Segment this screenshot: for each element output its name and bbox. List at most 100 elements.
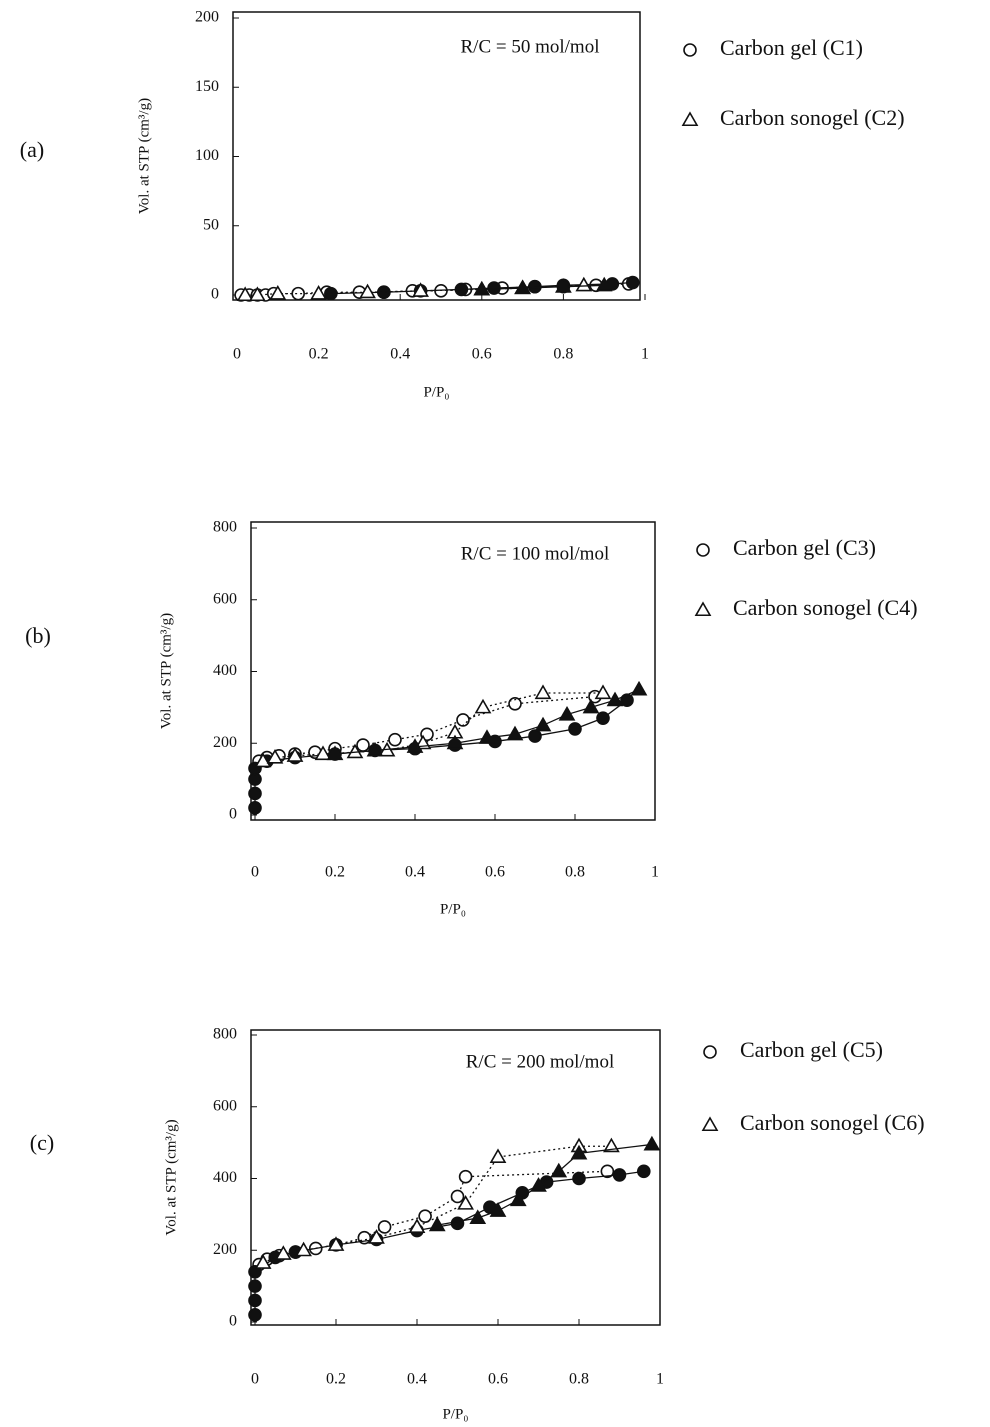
data-point: [274, 1245, 292, 1260]
data-point: [377, 285, 391, 300]
data-point: [558, 705, 576, 721]
data-point: [428, 1216, 446, 1232]
y-axis-label: Vol. at STP (cm³/g): [136, 98, 152, 214]
data-point: [469, 1209, 487, 1225]
data-point: [508, 696, 522, 711]
data-point: [489, 1148, 507, 1164]
data-point: [570, 1144, 588, 1160]
legend-marker: [694, 601, 712, 617]
data-point: [528, 279, 542, 294]
data-point: [254, 752, 272, 768]
y-tick-label: 800: [213, 1026, 237, 1043]
data-point: [458, 1169, 473, 1184]
data-point: [446, 734, 464, 750]
panel-label: (c): [30, 1130, 54, 1155]
legend-marker: [683, 43, 697, 57]
data-point: [630, 680, 648, 696]
data-point: [408, 1218, 426, 1233]
data-point: [534, 684, 552, 700]
x-axis-label: P/P₀: [442, 1406, 468, 1422]
y-axis-label: Vol. at STP (cm³/g): [163, 1119, 179, 1235]
y-tick-label: 200: [213, 1241, 237, 1258]
x-tick-label: 0.2: [326, 1371, 346, 1388]
data-point: [612, 1168, 627, 1182]
data-point: [248, 801, 262, 815]
data-point: [368, 1229, 385, 1244]
data-point: [568, 722, 582, 736]
data-point: [474, 698, 492, 714]
data-point: [478, 729, 496, 744]
legend-marker: [696, 543, 710, 557]
x-tick-label: 0.6: [472, 346, 492, 363]
y-tick-label: 800: [213, 519, 237, 536]
data-point: [456, 713, 470, 727]
y-tick-label: 150: [195, 78, 219, 95]
legend-marker: [701, 1116, 719, 1132]
series-line: [262, 692, 603, 762]
data-point: [600, 1164, 615, 1179]
x-tick-label: 0: [251, 1371, 259, 1388]
data-point: [528, 729, 542, 743]
data-point: [489, 1202, 507, 1217]
y-tick-label: 400: [213, 1169, 237, 1186]
data-point: [450, 1216, 465, 1231]
data-point: [291, 286, 306, 301]
x-tick-label: 0.2: [325, 864, 345, 881]
data-point: [625, 275, 640, 290]
x-tick-label: 0.8: [565, 864, 585, 881]
data-point: [356, 738, 370, 752]
x-tick-label: 1: [651, 864, 659, 881]
data-point: [377, 1220, 392, 1234]
data-point: [314, 745, 332, 761]
data-point: [295, 1241, 312, 1257]
y-tick-label: 0: [229, 806, 237, 823]
data-point: [388, 732, 402, 747]
data-point: [236, 286, 254, 302]
legend-marker: [703, 1045, 717, 1059]
data-point: [248, 1308, 262, 1322]
data-point: [248, 1279, 262, 1293]
y-axis-label: Vol. at STP (cm³/g): [158, 613, 174, 729]
y-tick-label: 200: [213, 734, 237, 751]
y-tick-label: 100: [195, 147, 219, 164]
data-point: [509, 1191, 527, 1207]
data-point: [457, 1194, 474, 1210]
data-point: [326, 745, 344, 761]
data-point: [555, 278, 572, 293]
data-point: [514, 279, 531, 295]
data-point: [582, 698, 600, 714]
data-point: [530, 1177, 547, 1192]
data-point: [450, 1189, 465, 1204]
legend-label: Carbon sonogel (C4): [733, 595, 918, 620]
y-tick-label: 0: [229, 1313, 237, 1330]
series-line: [481, 284, 605, 291]
legend-label: Carbon gel (C5): [740, 1037, 883, 1062]
x-tick-label: 0.4: [390, 346, 410, 363]
annotation: R/C = 100 mol/mol: [461, 543, 609, 564]
data-point: [286, 747, 304, 762]
y-tick-label: 0: [211, 286, 219, 303]
data-point: [359, 283, 376, 299]
legend-label: Carbon gel (C3): [733, 535, 876, 560]
data-point: [473, 280, 491, 296]
x-tick-label: 1: [656, 1371, 664, 1388]
series-line: [262, 1145, 612, 1264]
panel-label: (b): [25, 623, 51, 648]
annotation: R/C = 200 mol/mol: [466, 1051, 614, 1072]
data-point: [310, 285, 327, 300]
data-point: [595, 276, 613, 292]
data-point: [412, 282, 429, 297]
x-tick-label: 0.8: [569, 1371, 589, 1388]
data-point: [596, 711, 610, 725]
legend-marker: [681, 111, 699, 127]
x-tick-label: 0.6: [485, 864, 505, 881]
series-line: [254, 1170, 644, 1315]
data-point: [327, 1236, 345, 1251]
y-tick-label: 600: [213, 590, 237, 607]
legend-label: Carbon gel (C1): [720, 35, 863, 60]
x-tick-label: 0.6: [488, 1371, 508, 1388]
y-tick-label: 200: [195, 9, 219, 26]
annotation: R/C = 50 mol/mol: [461, 36, 600, 57]
data-point: [248, 786, 262, 801]
